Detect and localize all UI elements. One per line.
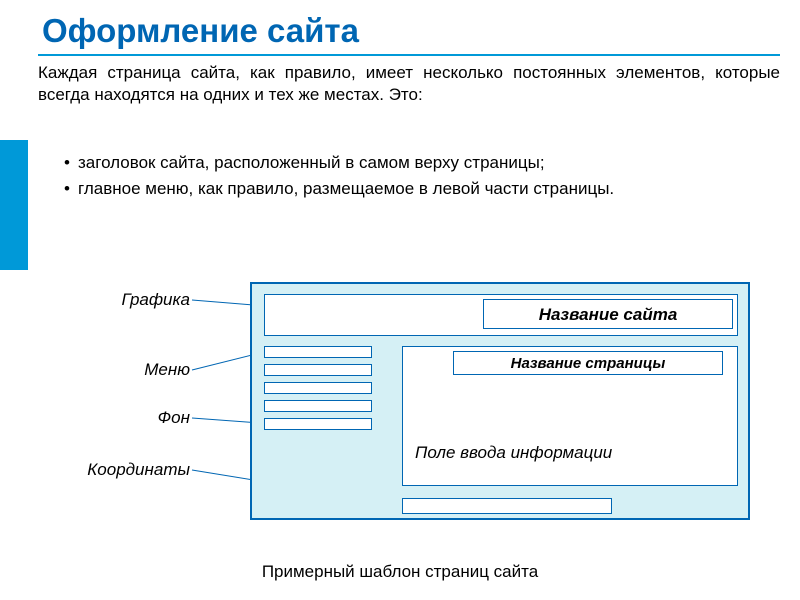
label-menu: Меню [40,360,190,380]
mockup-content: Название страницы Поле ввода информации [402,346,738,486]
intro-text: Каждая страница сайта, как правило, имее… [38,62,780,106]
accent-stripe [0,140,28,270]
label-coordinates: Координаты [40,460,190,480]
mockup-header: Название сайта [264,294,738,336]
content-field-label: Поле ввода информации [415,443,612,463]
diagram-caption: Примерный шаблон страниц сайта [0,562,800,582]
diagram-area: Графика Меню Фон Координаты Название сай… [40,282,760,552]
label-background: Фон [40,408,190,428]
mockup-footer [402,498,612,514]
site-mockup: Название сайта Название страницы Поле вв… [250,282,750,520]
label-graphics: Графика [40,290,190,310]
menu-item [264,400,372,412]
menu-item [264,364,372,376]
bullet-list: заголовок сайта, расположенный в самом в… [64,152,780,204]
mockup-menu [264,346,372,436]
menu-item [264,382,372,394]
menu-item [264,346,372,358]
bullet-item: главное меню, как правило, размещаемое в… [64,178,780,200]
page-title-box: Название страницы [453,351,723,375]
page-title: Оформление сайта [42,12,359,50]
title-underline [38,54,780,56]
site-title-box: Название сайта [483,299,733,329]
menu-item [264,418,372,430]
bullet-item: заголовок сайта, расположенный в самом в… [64,152,780,174]
